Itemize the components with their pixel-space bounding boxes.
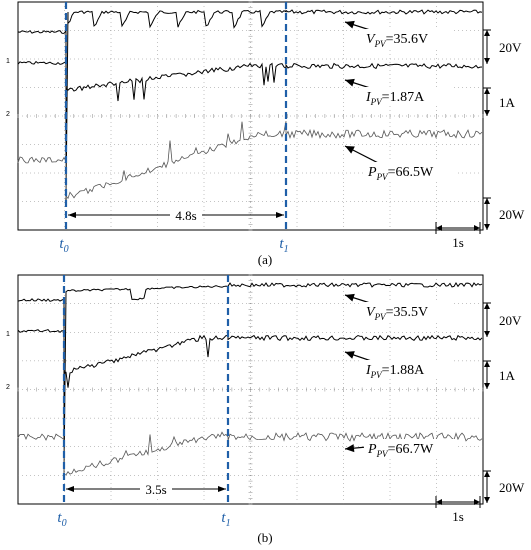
channel-marker-1: 1	[6, 58, 10, 65]
time-scale-arrow-right	[474, 499, 480, 505]
voltage-trace	[17, 9, 483, 201]
annotation-arrowhead	[345, 351, 355, 359]
annotation-bg	[362, 29, 454, 47]
duration-label-bg	[140, 480, 172, 496]
time-scale-label: 1s	[452, 509, 464, 524]
time-scale-arrow-left	[436, 499, 442, 505]
t1-label: t1	[279, 236, 288, 255]
voltage-scale-arrow-bottom	[484, 331, 490, 337]
current-trace	[17, 60, 483, 102]
annotation-bg	[364, 162, 456, 180]
duration-arrowhead-right	[276, 212, 284, 218]
power-scale-label: 20W	[499, 480, 525, 495]
power-trace	[17, 121, 483, 200]
annotation-vpv: VPV=35.6V	[366, 32, 428, 49]
duration-arrowhead-left	[68, 212, 76, 218]
channel-marker-2: 2	[6, 384, 10, 391]
panel-label: (a)	[258, 252, 272, 267]
annotation-ppv: PPV=66.5W	[367, 165, 434, 182]
voltage-scale-label: 20V	[499, 40, 522, 55]
annotation-arrowhead	[345, 444, 355, 453]
annotation-ipv: IPV=1.87A	[365, 90, 425, 107]
panel-label: (b)	[257, 530, 272, 545]
current-scale-arrow-top	[484, 361, 490, 367]
duration-label: 4.8s	[175, 208, 196, 223]
power-scale-arrow-top	[484, 471, 490, 477]
t0-label: t0	[59, 236, 68, 255]
duration-label-bg	[170, 206, 202, 222]
channel-marker-2: 2	[6, 111, 10, 118]
power-scale-arrow-bottom	[484, 224, 490, 230]
annotation-bg	[362, 360, 454, 378]
current-scale-label: 1A	[499, 95, 516, 110]
voltage-scale-arrow-bottom	[484, 58, 490, 64]
current-scale-arrow-top	[484, 88, 490, 94]
duration-arrowhead-right	[218, 486, 226, 492]
time-scale-arrow-left	[436, 225, 442, 231]
voltage-trace	[17, 282, 483, 475]
duration-arrowhead-left	[66, 486, 74, 492]
annotation-arrowhead	[345, 78, 355, 87]
power-scale-label: 20W	[499, 207, 525, 222]
annotation-ppv: PPV=66.7W	[367, 442, 434, 459]
time-scale-label: 1s	[452, 235, 464, 250]
annotation-bg	[362, 87, 454, 105]
voltage-scale-arrow-top	[484, 30, 490, 36]
voltage-scale-arrow-top	[484, 303, 490, 309]
annotation-arrowhead	[345, 146, 355, 154]
time-scale-arrow-right	[474, 225, 480, 231]
current-trace	[17, 328, 483, 388]
current-scale-label: 1A	[499, 368, 516, 383]
annotation-ipv: IPV=1.88A	[365, 363, 425, 380]
current-scale-arrow-bottom	[484, 383, 490, 389]
annotation-vpv: VPV=35.5V	[366, 305, 428, 322]
channel-marker-1: 1	[6, 331, 10, 338]
annotation-bg	[362, 302, 454, 320]
duration-label: 3.5s	[145, 482, 166, 497]
t1-label: t1	[221, 510, 230, 529]
current-scale-arrow-bottom	[484, 110, 490, 116]
power-scale-arrow-bottom	[484, 497, 490, 503]
annotation-bg	[364, 439, 456, 457]
power-scale-arrow-top	[484, 198, 490, 204]
annotation-arrowhead	[345, 20, 355, 29]
t0-label: t0	[57, 510, 66, 529]
voltage-scale-label: 20V	[499, 313, 522, 328]
annotation-arrowhead	[345, 293, 355, 302]
